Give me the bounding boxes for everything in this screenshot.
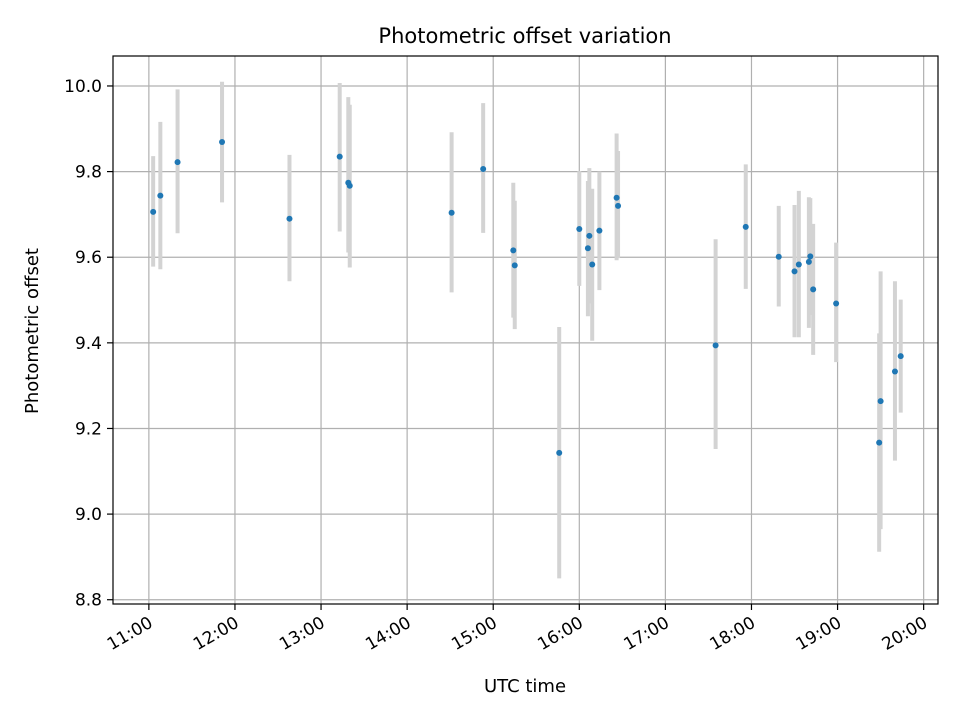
data-point bbox=[891, 368, 898, 375]
data-point bbox=[586, 232, 593, 239]
data-point bbox=[286, 215, 293, 222]
data-point bbox=[791, 268, 798, 275]
y-tick-label: 9.0 bbox=[75, 505, 102, 525]
data-point bbox=[336, 153, 343, 160]
y-tick-label: 9.8 bbox=[75, 163, 102, 183]
data-point bbox=[712, 342, 719, 349]
data-point bbox=[615, 202, 622, 209]
data-point bbox=[589, 261, 596, 268]
y-tick-label: 8.8 bbox=[75, 591, 102, 611]
y-tick-label: 9.6 bbox=[75, 248, 102, 268]
plot-frame bbox=[112, 55, 939, 605]
grid-lines bbox=[113, 56, 938, 604]
data-point bbox=[150, 208, 157, 215]
data-point bbox=[795, 261, 802, 268]
data-point bbox=[576, 225, 583, 232]
y-tick-label: 9.4 bbox=[75, 334, 102, 354]
data-point bbox=[876, 439, 883, 446]
data-point bbox=[157, 192, 164, 199]
data-point bbox=[480, 166, 487, 173]
data-point bbox=[877, 398, 884, 405]
data-point bbox=[807, 253, 814, 260]
y-axis-ticks: 8.8 9.0 9.2 9.4 9.6 9.8 10.0 bbox=[64, 77, 113, 611]
data-points bbox=[150, 139, 904, 456]
data-point bbox=[511, 262, 518, 269]
data-point bbox=[346, 182, 353, 189]
data-point bbox=[174, 159, 181, 166]
data-point bbox=[219, 139, 226, 146]
x-axis-label: UTC time bbox=[484, 676, 566, 697]
chart-title: Photometric offset variation bbox=[378, 24, 671, 48]
data-point bbox=[510, 247, 517, 254]
data-point bbox=[584, 245, 591, 252]
data-point bbox=[742, 223, 749, 230]
y-axis-label: Photometric offset bbox=[22, 248, 43, 414]
y-tick-label: 9.2 bbox=[75, 419, 102, 439]
data-point bbox=[613, 194, 620, 201]
data-point bbox=[897, 353, 904, 360]
data-point bbox=[596, 227, 603, 234]
data-point bbox=[556, 449, 563, 456]
data-point bbox=[448, 209, 455, 216]
data-point bbox=[805, 258, 812, 265]
data-point bbox=[810, 286, 817, 293]
y-tick-label: 10.0 bbox=[64, 77, 102, 97]
data-point bbox=[833, 300, 840, 307]
data-point bbox=[775, 253, 782, 260]
